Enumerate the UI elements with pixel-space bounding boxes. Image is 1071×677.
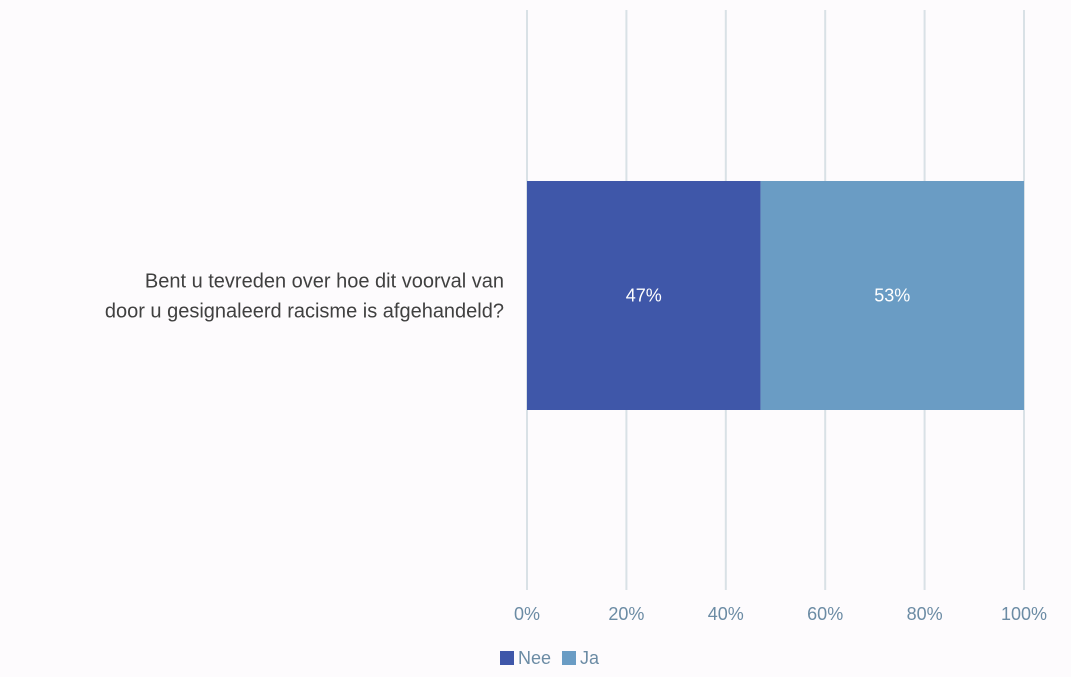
category-labels: Bent u tevreden over hoe dit voorval van… [105,271,504,323]
legend-swatch-nee [500,651,514,665]
legend-label-ja: Ja [580,648,600,668]
x-tick-label: 80% [907,604,943,624]
data-label-nee: 47% [626,286,662,306]
x-tick-label: 100% [1001,604,1047,624]
category-label: door u gesignaleerd racisme is afgehande… [105,301,504,323]
bars [527,181,1024,410]
data-labels: 47% 53% [626,286,911,306]
bar-segment-nee [527,181,761,410]
data-label-ja: 53% [874,286,910,306]
legend-swatch-ja [562,651,576,665]
legend: Nee Ja [500,648,600,668]
category-label: Bent u tevreden over hoe dit voorval van [145,271,504,293]
x-axis-tick-labels: 0% 20% 40% 60% 80% 100% [514,604,1047,624]
x-tick-label: 20% [608,604,644,624]
x-tick-label: 0% [514,604,540,624]
bar-segment-ja [760,181,1024,410]
legend-label-nee: Nee [518,648,551,668]
x-tick-label: 60% [807,604,843,624]
x-tick-label: 40% [708,604,744,624]
